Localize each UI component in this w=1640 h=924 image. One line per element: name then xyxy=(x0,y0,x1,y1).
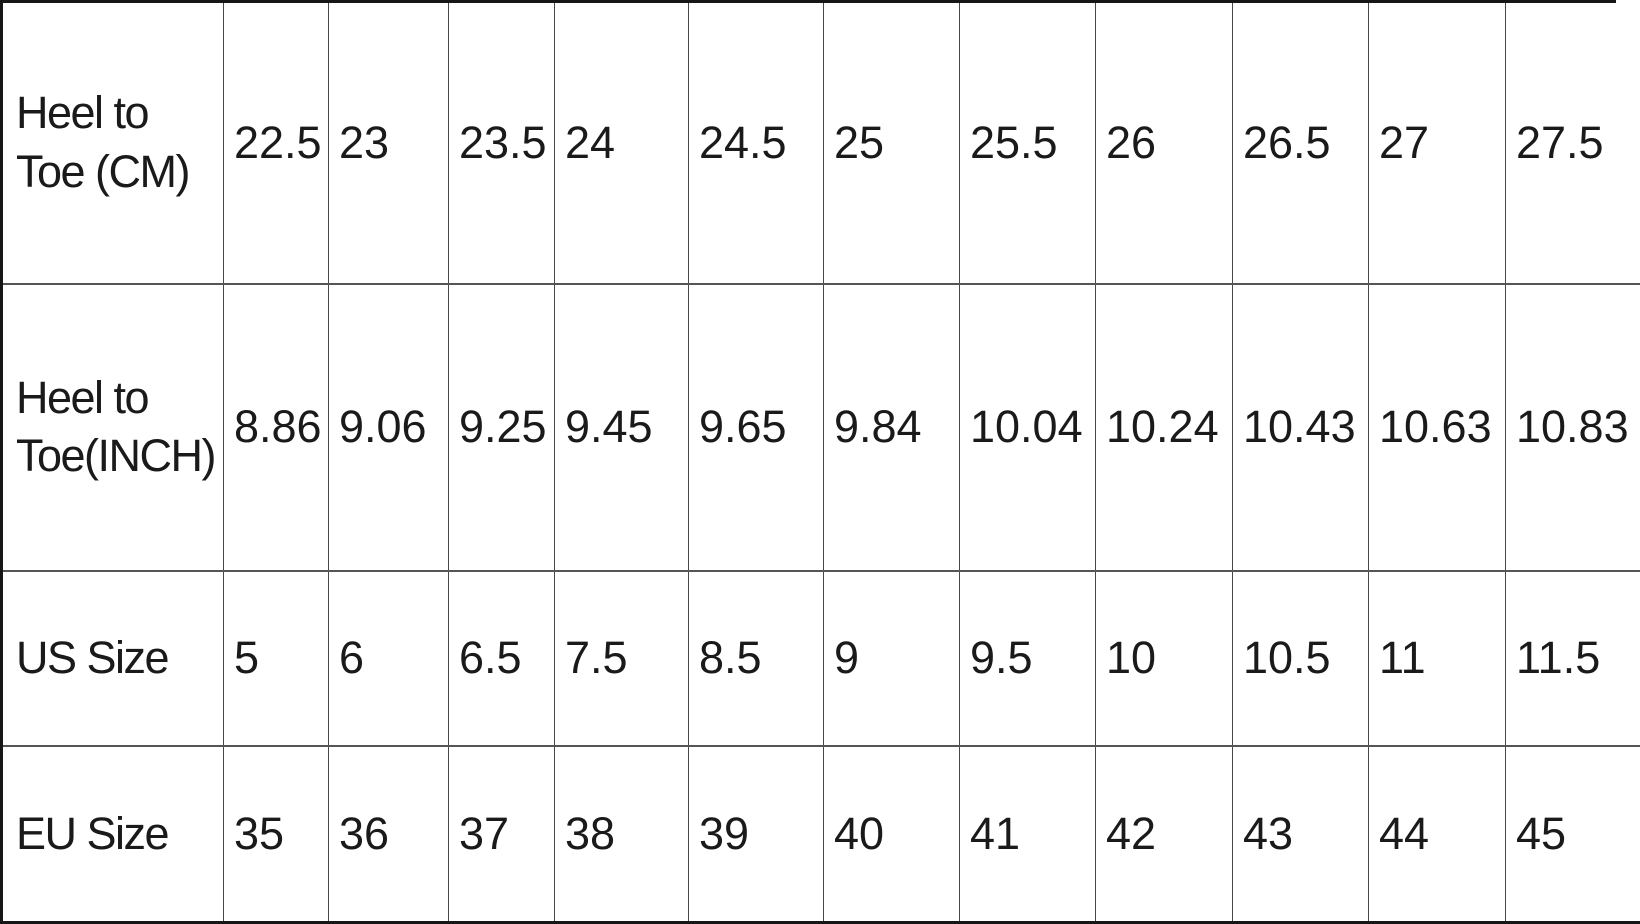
value-cell: 27.5 xyxy=(1505,0,1640,285)
table-row: EU Size 35 36 37 38 39 40 41 42 43 44 45 xyxy=(1,744,1640,924)
value-cell: 10.63 xyxy=(1368,282,1506,572)
value-cell: 6 xyxy=(328,569,449,747)
table-row: Heel to Toe (CM) 22.5 23 23.5 24 24.5 25 25.5 26… xyxy=(1,0,1640,285)
value-cell: 11.5 xyxy=(1505,569,1640,747)
value-cell: 11 xyxy=(1368,569,1506,747)
row-label: EU Size xyxy=(1,744,224,924)
value-cell: 24.5 xyxy=(688,0,824,285)
value-cell: 42 xyxy=(1095,744,1233,924)
value-cell: 43 xyxy=(1232,744,1369,924)
value-cell: 9.65 xyxy=(688,282,824,572)
row-label: Heel to Toe (CM) xyxy=(1,0,224,285)
value-cell: 9.45 xyxy=(554,282,689,572)
value-cell: 9 xyxy=(823,569,960,747)
value-cell: 8.86 xyxy=(223,282,329,572)
value-cell: 41 xyxy=(959,744,1096,924)
value-cell: 23.5 xyxy=(448,0,555,285)
value-cell: 35 xyxy=(223,744,329,924)
value-cell: 5 xyxy=(223,569,329,747)
value-cell: 37 xyxy=(448,744,555,924)
value-cell: 26.5 xyxy=(1232,0,1369,285)
value-cell: 45 xyxy=(1505,744,1640,924)
table-row: US Size 5 6 6.5 7.5 8.5 9 9.5 10 10.5 11 11.5 xyxy=(1,569,1640,747)
value-cell: 24 xyxy=(554,0,689,285)
value-cell: 39 xyxy=(688,744,824,924)
value-cell: 8.5 xyxy=(688,569,824,747)
value-cell: 23 xyxy=(328,0,449,285)
value-cell: 10.24 xyxy=(1095,282,1233,572)
value-cell: 10.83 xyxy=(1505,282,1640,572)
value-cell: 38 xyxy=(554,744,689,924)
value-cell: 9.06 xyxy=(328,282,449,572)
value-cell: 10.04 xyxy=(959,282,1096,572)
value-cell: 26 xyxy=(1095,0,1233,285)
value-cell: 6.5 xyxy=(448,569,555,747)
row-label: US Size xyxy=(1,569,224,747)
table-row: Heel to Toe(INCH) 8.86 9.06 9.25 9.45 9.65 9.8… xyxy=(1,282,1640,572)
row-label: Heel to Toe(INCH) xyxy=(1,282,224,572)
value-cell: 10.5 xyxy=(1232,569,1369,747)
value-cell: 9.5 xyxy=(959,569,1096,747)
value-cell: 40 xyxy=(823,744,960,924)
value-cell: 9.25 xyxy=(448,282,555,572)
value-cell: 27 xyxy=(1368,0,1506,285)
value-cell: 22.5 xyxy=(223,0,329,285)
top-border-gap xyxy=(1616,0,1640,3)
value-cell: 10.43 xyxy=(1232,282,1369,572)
value-cell: 9.84 xyxy=(823,282,960,572)
value-cell: 7.5 xyxy=(554,569,689,747)
value-cell: 44 xyxy=(1368,744,1506,924)
value-cell: 10 xyxy=(1095,569,1233,747)
value-cell: 25 xyxy=(823,0,960,285)
value-cell: 25.5 xyxy=(959,0,1096,285)
value-cell: 36 xyxy=(328,744,449,924)
